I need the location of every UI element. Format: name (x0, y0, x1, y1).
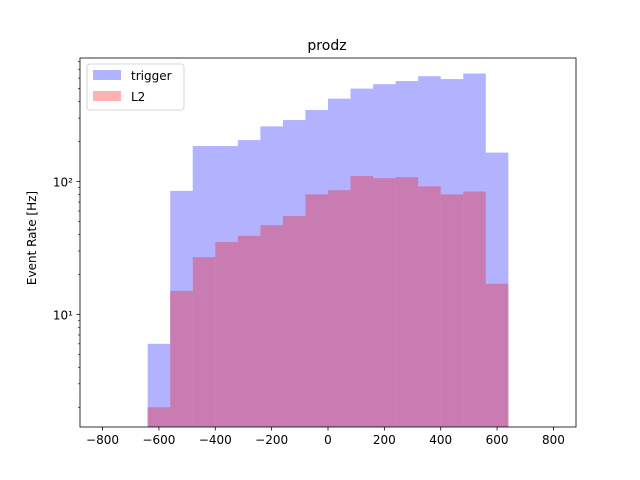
bar-trigger-6 (282, 120, 306, 428)
bar-trigger-3 (215, 145, 238, 428)
bar-l2-4 (237, 235, 261, 427)
x-tick-label: 200 (373, 433, 396, 447)
bar-l2-14 (463, 191, 486, 427)
bar-l2-12 (418, 186, 441, 427)
x-tick-label: −800 (86, 433, 119, 447)
bar-l2-10 (373, 178, 396, 427)
bar-trigger-13 (440, 79, 464, 427)
chart-title: prodz (307, 38, 346, 54)
bar-l2-3 (215, 242, 238, 427)
bar-trigger-1 (170, 190, 193, 427)
bar-l2-8 (328, 190, 351, 427)
legend-swatch-trigger (93, 70, 121, 80)
bar-l2-13 (440, 194, 464, 427)
x-tick-label: −200 (255, 433, 288, 447)
x-tick-label: 800 (542, 433, 565, 447)
bar-trigger-8 (328, 98, 351, 428)
y-tick-label: 10¹ (53, 308, 73, 322)
y-tick-label: 10² (53, 175, 73, 189)
bar-trigger-12 (418, 76, 441, 428)
bar-trigger-2 (192, 145, 216, 428)
bar-trigger-4 (237, 140, 261, 427)
legend-label-l2: L2 (131, 90, 145, 104)
x-tick-label: −400 (199, 433, 232, 447)
bar-l2-1 (170, 290, 193, 427)
bar-l2-9 (350, 175, 374, 427)
bar-trigger-0 (147, 343, 171, 427)
legend-box (86, 63, 185, 111)
x-tick-label: 400 (429, 433, 452, 447)
bar-trigger-11 (395, 81, 419, 427)
bar-trigger-14 (463, 73, 486, 427)
x-tick-label: 0 (324, 433, 332, 447)
bar-l2-0 (147, 407, 171, 427)
bar-trigger-15 (485, 152, 509, 427)
bar-trigger-10 (373, 84, 396, 428)
axes-layer: −800 −600 −400 −200 0 200 400 600 800 10¹ 10² (53, 57, 577, 447)
bars-layer (147, 73, 509, 428)
x-tick-label: 600 (486, 433, 509, 447)
bar-trigger-5 (260, 126, 283, 427)
legend-label-trigger: trigger (131, 69, 172, 83)
bar-l2-11 (395, 177, 419, 427)
x-tick-label: −600 (142, 433, 175, 447)
bar-l2-15 (485, 283, 509, 427)
bar-l2-2 (192, 257, 216, 427)
bar-l2-6 (282, 215, 306, 427)
bar-trigger-7 (305, 110, 328, 427)
legend-swatch-l2 (93, 91, 121, 101)
bar-trigger-9 (350, 88, 374, 428)
legend: trigger L2 (86, 63, 185, 111)
y-axis-label: Event Rate [Hz] (25, 191, 39, 285)
bar-l2-5 (260, 225, 283, 427)
bar-l2-7 (305, 194, 328, 427)
